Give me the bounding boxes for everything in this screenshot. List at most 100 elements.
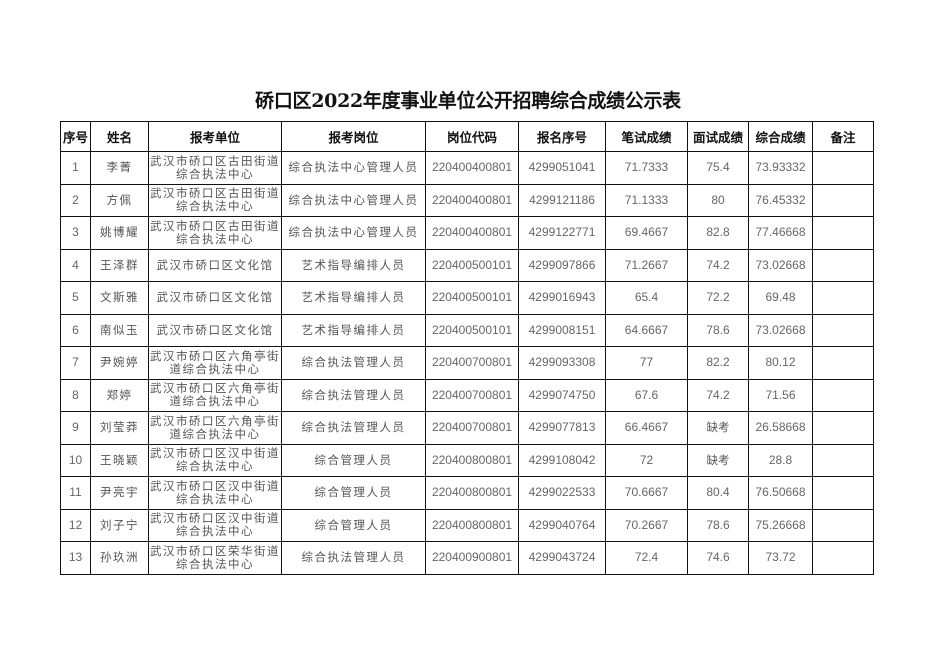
column-header: 报名序号 (518, 121, 606, 152)
table-row: 9 刘莹莽 武汉市硚口区六角亭街道综合执法中心 综合执法管理人员 22040070080… (60, 411, 874, 445)
column-header: 面试成绩 (687, 121, 749, 152)
unit-cell: 武汉市硚口区古田街道综合执法中心 (148, 151, 282, 185)
unit-cell: 武汉市硚口区文化馆 (148, 281, 282, 315)
total-score-cell: 77.46668 (748, 216, 813, 250)
total-score-cell: 80.12 (748, 346, 813, 380)
interview-score-cell: 72.2 (687, 281, 749, 315)
row-number: 1 (60, 151, 91, 185)
note-cell (812, 508, 874, 542)
interview-score-cell: 78.6 (687, 313, 749, 347)
unit-cell: 武汉市硚口区汉中街道综合执法中心 (148, 476, 282, 510)
post-cell: 综合执法中心管理人员 (281, 216, 426, 250)
name-cell: 郑婷 (90, 378, 149, 412)
unit-cell: 武汉市硚口区古田街道综合执法中心 (148, 183, 282, 217)
post-code-cell: 220400500101 (425, 281, 519, 315)
row-number: 7 (60, 346, 91, 380)
table-row: 7 尹婉婷 武汉市硚口区六角亭街道综合执法中心 综合执法管理人员 22040070080… (60, 346, 874, 380)
table-row: 12 刘子宁 武汉市硚口区汉中街道综合执法中心 综合管理人员 220400800801 4… (60, 508, 874, 542)
post-code-cell: 220400400801 (425, 216, 519, 250)
registration-number-cell: 4299097866 (518, 248, 606, 282)
unit-cell: 武汉市硚口区文化馆 (148, 248, 282, 282)
post-cell: 综合执法中心管理人员 (281, 183, 426, 217)
note-cell (812, 248, 874, 282)
table-row: 11 尹亮宇 武汉市硚口区汉中街道综合执法中心 综合管理人员 220400800801 4… (60, 476, 874, 510)
post-code-cell: 220400700801 (425, 346, 519, 380)
total-score-cell: 28.8 (748, 443, 813, 477)
written-score-cell: 64.6667 (605, 313, 688, 347)
name-cell: 南似玉 (90, 313, 149, 347)
table-row: 3 姚博耀 武汉市硚口区古田街道综合执法中心 综合执法中心管理人员 2204004008… (60, 216, 874, 250)
total-score-cell: 75.26668 (748, 508, 813, 542)
note-cell (812, 281, 874, 315)
column-header: 备注 (812, 121, 874, 152)
post-code-cell: 220400800801 (425, 508, 519, 542)
table-row: 4 王泽群 武汉市硚口区文化馆 艺术指导编排人员 220400500101 4299097… (60, 248, 874, 282)
row-number: 8 (60, 378, 91, 412)
row-number: 9 (60, 411, 91, 445)
written-score-cell: 66.4667 (605, 411, 688, 445)
post-cell: 综合管理人员 (281, 476, 426, 510)
post-code-cell: 220400800801 (425, 443, 519, 477)
interview-score-cell: 80 (687, 183, 749, 217)
registration-number-cell: 4299108042 (518, 443, 606, 477)
post-cell: 艺术指导编排人员 (281, 281, 426, 315)
results-table: 序号 姓名 报考单位 报考岗位 岗位代码 报名序号 笔试成绩 面试成绩 综合成绩 备注 1 李菁 武汉… (60, 121, 874, 575)
post-code-cell: 220400900801 (425, 541, 519, 575)
interview-score-cell: 78.6 (687, 508, 749, 542)
note-cell (812, 378, 874, 412)
interview-score-cell: 缺考 (687, 443, 749, 477)
unit-cell: 武汉市硚口区汉中街道综合执法中心 (148, 443, 282, 477)
post-code-cell: 220400500101 (425, 313, 519, 347)
post-code-cell: 220400800801 (425, 476, 519, 510)
interview-score-cell: 82.8 (687, 216, 749, 250)
written-score-cell: 70.6667 (605, 476, 688, 510)
written-score-cell: 71.7333 (605, 151, 688, 185)
table-row: 8 郑婷 武汉市硚口区六角亭街道综合执法中心 综合执法管理人员 220400700801… (60, 378, 874, 412)
note-cell (812, 443, 874, 477)
name-cell: 孙玖洲 (90, 541, 149, 575)
note-cell (812, 313, 874, 347)
written-score-cell: 71.2667 (605, 248, 688, 282)
name-cell: 王泽群 (90, 248, 149, 282)
total-score-cell: 26.58668 (748, 411, 813, 445)
interview-score-cell: 缺考 (687, 411, 749, 445)
name-cell: 文斯雅 (90, 281, 149, 315)
written-score-cell: 67.6 (605, 378, 688, 412)
table-row: 5 文斯雅 武汉市硚口区文化馆 艺术指导编排人员 220400500101 4299016… (60, 281, 874, 315)
row-number: 4 (60, 248, 91, 282)
note-cell (812, 151, 874, 185)
registration-number-cell: 4299093308 (518, 346, 606, 380)
name-cell: 尹婉婷 (90, 346, 149, 380)
table-row: 10 王晓颖 武汉市硚口区汉中街道综合执法中心 综合管理人员 220400800801 4… (60, 443, 874, 477)
total-score-cell: 73.72 (748, 541, 813, 575)
column-header: 报考岗位 (281, 121, 426, 152)
row-number: 11 (60, 476, 91, 510)
registration-number-cell: 4299040764 (518, 508, 606, 542)
row-number: 10 (60, 443, 91, 477)
total-score-cell: 76.50668 (748, 476, 813, 510)
row-number: 5 (60, 281, 91, 315)
total-score-cell: 73.02668 (748, 313, 813, 347)
registration-number-cell: 4299051041 (518, 151, 606, 185)
post-cell: 综合管理人员 (281, 443, 426, 477)
name-cell: 方佩 (90, 183, 149, 217)
total-score-cell: 71.56 (748, 378, 813, 412)
post-cell: 综合管理人员 (281, 508, 426, 542)
unit-cell: 武汉市硚口区六角亭街道综合执法中心 (148, 411, 282, 445)
registration-number-cell: 4299016943 (518, 281, 606, 315)
unit-cell: 武汉市硚口区古田街道综合执法中心 (148, 216, 282, 250)
unit-cell: 武汉市硚口区六角亭街道综合执法中心 (148, 378, 282, 412)
unit-cell: 武汉市硚口区六角亭街道综合执法中心 (148, 346, 282, 380)
total-score-cell: 73.02668 (748, 248, 813, 282)
interview-score-cell: 74.2 (687, 248, 749, 282)
registration-number-cell: 4299043724 (518, 541, 606, 575)
written-score-cell: 72 (605, 443, 688, 477)
row-number: 6 (60, 313, 91, 347)
written-score-cell: 69.4667 (605, 216, 688, 250)
column-header: 序号 (60, 121, 91, 152)
written-score-cell: 72.4 (605, 541, 688, 575)
written-score-cell: 65.4 (605, 281, 688, 315)
row-number: 13 (60, 541, 91, 575)
registration-number-cell: 4299022533 (518, 476, 606, 510)
registration-number-cell: 4299121186 (518, 183, 606, 217)
